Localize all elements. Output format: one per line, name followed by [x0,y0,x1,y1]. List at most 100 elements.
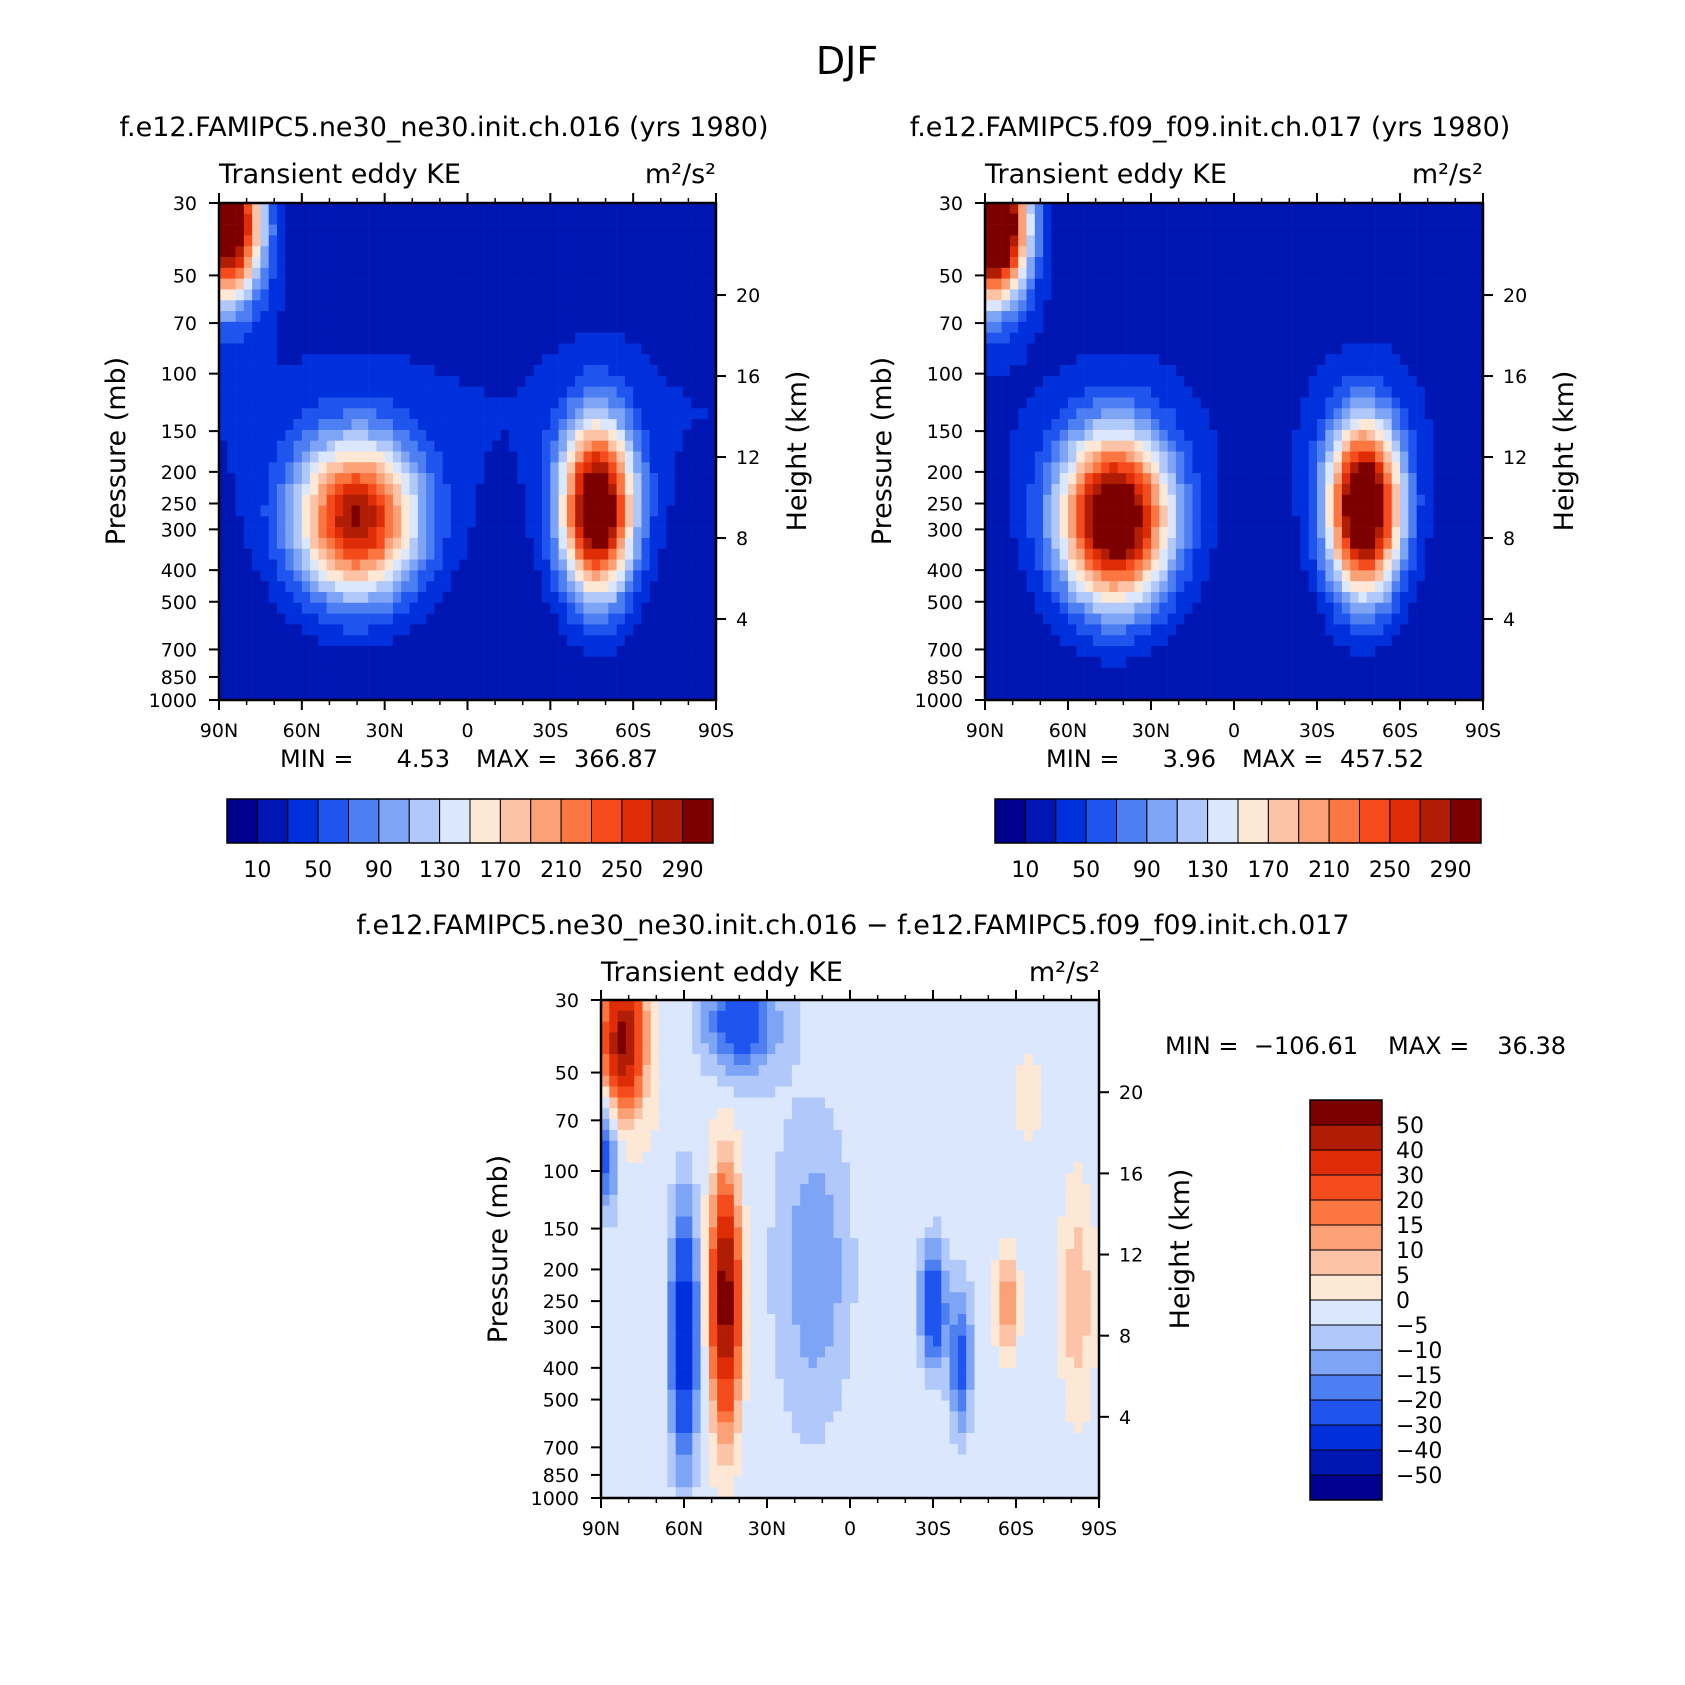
heatmap-cell [1175,224,1185,236]
heatmap-cell [285,332,294,344]
heatmap-cell [1134,559,1144,571]
heatmap-cell [442,257,452,269]
heatmap-cell [566,343,576,355]
heatmap-cell [1026,537,1036,550]
heatmap-cell [1292,278,1301,290]
heatmap-cell [624,505,634,517]
heatmap-cell [641,440,651,452]
heatmap-cell [1026,516,1036,528]
heatmap-cell [1159,343,1168,355]
heatmap-cell [376,602,385,614]
heatmap-cell [1225,408,1235,420]
heatmap-cell [1026,375,1036,387]
heatmap-cell [1275,527,1285,539]
heatmap-cell [268,548,278,560]
heatmap-cell [1416,289,1426,301]
heatmap-cell [1441,559,1451,571]
heatmap-cell [575,667,584,679]
heatmap-cell [450,321,460,333]
heatmap-cell [459,645,468,658]
heatmap-cell [1068,246,1077,258]
heatmap-cell [1375,483,1384,496]
heatmap-cell [649,602,659,614]
heatmap-cell [475,386,485,398]
heatmap-cell [351,645,361,658]
heatmap-cell [500,591,510,604]
heatmap-cell [1142,570,1152,582]
heatmap-cell [235,419,245,431]
heatmap-cell [1366,483,1376,496]
heatmap-cell [1408,386,1417,398]
heatmap-cell [252,581,261,593]
heatmap-cell [459,581,468,593]
heatmap-cell [1167,224,1177,236]
heatmap-cell [343,602,352,614]
heatmap-cell [1175,213,1185,225]
heatmap-cell [1117,397,1127,409]
heatmap-cell [318,451,327,463]
heatmap-cell [1209,516,1218,528]
heatmap-cell [1466,516,1476,528]
heatmap-cell [1142,527,1152,539]
colorbar-swatch [287,798,319,844]
heatmap-cell [484,451,493,463]
heatmap-cell [566,613,576,625]
heatmap-cell [600,602,609,614]
heatmap-cell [343,505,352,517]
heatmap-cell [525,408,535,420]
heatmap-cell [575,224,584,236]
heatmap-cell [608,386,617,398]
heatmap-cell [1084,386,1094,398]
heatmap-cell [1001,494,1011,506]
heatmap-cell [1325,527,1334,539]
heatmap-cell [566,494,576,506]
heatmap-cell [310,559,319,571]
heatmap-cell [301,408,311,420]
heatmap-cell [1234,386,1243,398]
heatmap-cell [1092,505,1102,517]
heatmap-cell [1101,343,1110,355]
heatmap-cell [707,257,716,269]
x-tick-label: 90N [200,720,238,742]
heatmap-cell [641,213,651,225]
y-tick-label: 100 [161,364,197,386]
heatmap-cell [1043,203,1052,215]
heatmap-cell [293,527,303,539]
heatmap-cell [392,537,402,550]
heatmap-cell [1242,419,1251,431]
heatmap-cell [334,570,344,582]
heatmap-cell [1059,581,1069,593]
heatmap-cell [583,300,593,312]
heatmap-cell [649,440,659,452]
heatmap-cell [558,332,568,344]
heatmap-cell [227,494,236,506]
heatmap-cell [285,267,294,279]
heatmap-cell [326,645,336,658]
heatmap-cell [318,332,327,344]
heatmap-cell [1059,440,1069,452]
heatmap-cell [1416,332,1426,344]
heatmap-cell [633,516,642,528]
heatmap-cell [1175,278,1185,290]
heatmap-cell [1308,300,1318,312]
heatmap-cell [243,397,253,409]
heatmap-cell [542,354,551,366]
heatmap-cell [1175,267,1185,279]
heatmap-cell [459,289,468,301]
heatmap-cell [1250,570,1260,582]
heatmap-cell [1192,311,1202,323]
heatmap-cell [1474,300,1483,312]
heatmap-cell [1399,451,1409,463]
heatmap-cell [1126,570,1135,582]
heatmap-cell [525,516,535,528]
heatmap-cell [1466,386,1476,398]
heatmap-cell [359,365,369,377]
heatmap-cell [624,375,634,387]
heatmap-cell [1458,494,1467,506]
heatmap-cell [1059,462,1069,474]
heatmap-cell [1383,203,1393,215]
heatmap-cell [459,332,468,344]
heatmap-cell [1175,289,1185,301]
heatmap-cell [484,678,493,690]
heatmap-cell [392,397,402,409]
